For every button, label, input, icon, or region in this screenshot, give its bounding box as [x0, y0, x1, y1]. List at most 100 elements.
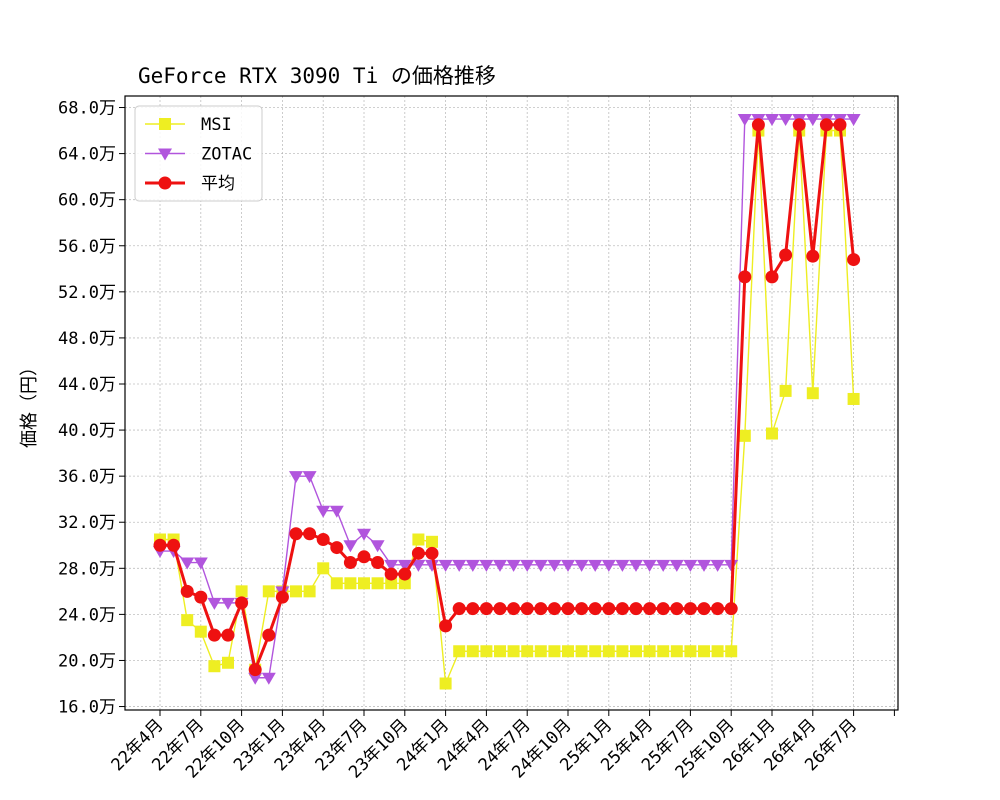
- data-point: [412, 533, 425, 546]
- series-line: [160, 123, 856, 672]
- data-point: [574, 559, 589, 572]
- data-point: [317, 562, 330, 575]
- data-point: [493, 602, 507, 616]
- data-point: [698, 645, 710, 658]
- legend-marker: [158, 176, 172, 190]
- plot-frame: [124, 95, 899, 711]
- data-point: [724, 559, 739, 572]
- legend-label: MSI: [201, 115, 232, 135]
- data-point: [207, 597, 222, 610]
- data-point: [411, 559, 426, 572]
- legend-entry: ZOTAC: [145, 145, 252, 165]
- data-point: [289, 527, 303, 541]
- data-point: [290, 585, 302, 598]
- data-point: [439, 619, 453, 633]
- y-tick-label: 48.0万: [58, 329, 116, 349]
- data-point: [358, 577, 370, 590]
- data-point: [494, 645, 506, 658]
- data-point: [642, 559, 657, 572]
- data-point: [601, 559, 616, 572]
- data-point: [697, 602, 711, 616]
- data-point: [384, 567, 398, 581]
- data-point: [398, 577, 411, 590]
- data-point: [221, 597, 235, 610]
- data-point: [466, 602, 480, 616]
- data-point: [480, 645, 493, 658]
- data-point: [588, 602, 602, 616]
- legend-marker: [158, 148, 172, 161]
- data-point: [344, 577, 357, 590]
- data-point: [357, 550, 371, 564]
- data-point: [207, 628, 221, 642]
- data-point: [438, 559, 453, 572]
- data-point: [343, 556, 357, 570]
- data-point: [507, 645, 520, 658]
- y-tick-label: 20.0万: [58, 651, 116, 671]
- legend-label: 平均: [201, 174, 235, 194]
- data-point: [725, 645, 738, 658]
- data-point: [385, 577, 398, 590]
- data-point: [221, 628, 235, 642]
- data-point: [589, 645, 602, 658]
- data-point: [248, 663, 262, 677]
- data-point: [479, 559, 494, 572]
- data-point: [779, 384, 792, 397]
- data-point: [425, 546, 439, 560]
- y-tick-label: 28.0万: [58, 559, 116, 579]
- data-point: [629, 559, 643, 572]
- data-point: [371, 577, 384, 590]
- data-point: [778, 114, 793, 127]
- data-point: [222, 656, 234, 669]
- data-point: [547, 602, 561, 616]
- data-point: [302, 471, 317, 484]
- data-point: [657, 645, 670, 658]
- data-point: [439, 677, 452, 690]
- data-point: [588, 559, 603, 572]
- data-point: [765, 270, 779, 284]
- data-point: [737, 114, 752, 127]
- data-point: [792, 118, 806, 132]
- data-point: [384, 559, 399, 572]
- data-point: [262, 585, 275, 598]
- data-point: [208, 660, 221, 673]
- y-tick-label: 40.0万: [58, 421, 116, 441]
- y-tick-label: 52.0万: [58, 283, 116, 303]
- y-tick-label: 64.0万: [58, 145, 116, 165]
- data-point: [846, 114, 861, 127]
- legend-label: ZOTAC: [201, 145, 252, 165]
- data-point: [847, 392, 860, 405]
- data-point: [766, 427, 778, 440]
- data-point: [193, 557, 208, 570]
- data-point: [465, 559, 480, 572]
- legend-entry: MSI: [145, 115, 232, 135]
- data-point: [779, 248, 793, 262]
- data-point: [303, 585, 316, 598]
- data-point: [235, 596, 249, 610]
- data-point: [643, 602, 657, 616]
- data-point: [806, 387, 819, 400]
- data-point: [453, 645, 466, 658]
- data-point: [602, 645, 615, 658]
- y-tick-label: 16.0万: [58, 698, 116, 718]
- data-point: [479, 602, 493, 616]
- chart-title: GeForce RTX 3090 Ti の価格推移: [138, 64, 496, 88]
- y-tick-label: 68.0万: [58, 99, 116, 119]
- data-point: [275, 590, 289, 604]
- data-point: [316, 533, 330, 547]
- data-point: [426, 535, 438, 548]
- data-point: [371, 556, 385, 570]
- series-1: [154, 124, 860, 690]
- data-point: [397, 559, 412, 572]
- data-point: [534, 645, 547, 658]
- y-tick-label: 44.0万: [58, 375, 116, 395]
- data-point: [738, 270, 752, 284]
- series-3: [153, 118, 861, 677]
- data-point: [711, 602, 725, 616]
- data-point: [370, 540, 385, 553]
- data-point: [751, 118, 765, 132]
- data-point: [562, 645, 574, 658]
- data-point: [261, 672, 276, 685]
- data-point: [506, 559, 521, 572]
- data-point: [724, 602, 738, 616]
